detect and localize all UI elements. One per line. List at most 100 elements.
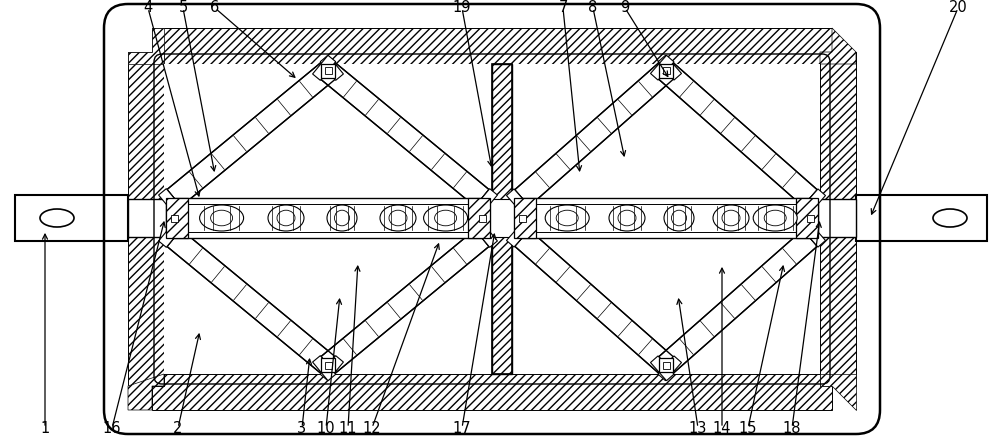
Text: 17: 17 xyxy=(453,420,471,436)
Ellipse shape xyxy=(211,210,233,226)
Polygon shape xyxy=(320,356,343,381)
Polygon shape xyxy=(313,55,336,80)
Text: 12: 12 xyxy=(363,420,381,436)
Ellipse shape xyxy=(424,205,468,231)
Bar xyxy=(518,215,526,221)
Bar xyxy=(662,68,670,75)
Ellipse shape xyxy=(672,210,686,226)
Text: 6: 6 xyxy=(210,0,220,16)
Bar xyxy=(806,215,814,221)
Ellipse shape xyxy=(618,210,636,226)
Text: 16: 16 xyxy=(103,420,121,436)
Polygon shape xyxy=(474,189,497,214)
Ellipse shape xyxy=(753,205,797,231)
Bar xyxy=(492,64,512,374)
Polygon shape xyxy=(128,28,164,64)
Text: 20: 20 xyxy=(949,0,967,16)
Ellipse shape xyxy=(664,205,694,231)
Polygon shape xyxy=(320,55,343,80)
Bar xyxy=(490,199,514,237)
Ellipse shape xyxy=(609,205,645,231)
Polygon shape xyxy=(159,222,182,247)
Polygon shape xyxy=(128,374,164,410)
Ellipse shape xyxy=(277,210,295,226)
Bar xyxy=(856,195,987,241)
Polygon shape xyxy=(152,28,832,64)
Polygon shape xyxy=(820,52,856,386)
Ellipse shape xyxy=(389,210,407,226)
Ellipse shape xyxy=(545,205,589,231)
Bar xyxy=(514,198,536,238)
Text: 11: 11 xyxy=(339,420,357,436)
Bar xyxy=(324,68,332,75)
Text: 10: 10 xyxy=(317,420,335,436)
Ellipse shape xyxy=(764,210,786,226)
Ellipse shape xyxy=(713,205,749,231)
Bar xyxy=(659,358,673,372)
Text: 8: 8 xyxy=(588,0,598,16)
Bar xyxy=(321,358,335,372)
Polygon shape xyxy=(802,189,826,214)
Bar xyxy=(164,64,820,374)
Polygon shape xyxy=(128,52,164,386)
Ellipse shape xyxy=(933,209,967,227)
Polygon shape xyxy=(659,63,817,206)
Ellipse shape xyxy=(435,210,457,226)
Ellipse shape xyxy=(722,210,740,226)
Ellipse shape xyxy=(40,209,74,227)
Polygon shape xyxy=(321,62,489,207)
Text: 7: 7 xyxy=(558,0,568,16)
FancyBboxPatch shape xyxy=(128,28,856,410)
Bar xyxy=(475,211,489,225)
Bar xyxy=(15,195,128,241)
Text: 1: 1 xyxy=(40,420,50,436)
Polygon shape xyxy=(650,356,674,381)
Polygon shape xyxy=(474,222,497,247)
Ellipse shape xyxy=(380,205,416,231)
Polygon shape xyxy=(321,229,489,374)
Bar xyxy=(324,361,332,368)
Bar xyxy=(515,211,529,225)
Bar xyxy=(166,198,188,238)
Text: 2: 2 xyxy=(173,420,183,436)
Polygon shape xyxy=(515,230,673,373)
Bar xyxy=(492,64,512,374)
Polygon shape xyxy=(159,189,182,214)
Bar xyxy=(167,211,181,225)
Bar xyxy=(170,215,178,221)
Text: 4: 4 xyxy=(143,0,153,16)
Bar xyxy=(321,64,335,78)
Bar xyxy=(803,211,817,225)
Polygon shape xyxy=(802,222,826,247)
Ellipse shape xyxy=(556,210,578,226)
Polygon shape xyxy=(658,356,682,381)
Text: 14: 14 xyxy=(713,420,731,436)
Text: 18: 18 xyxy=(783,420,801,436)
Bar xyxy=(815,199,856,237)
Polygon shape xyxy=(506,222,530,247)
Polygon shape xyxy=(658,55,682,80)
Ellipse shape xyxy=(268,205,304,231)
Polygon shape xyxy=(313,356,336,381)
Polygon shape xyxy=(820,28,856,64)
Polygon shape xyxy=(167,229,335,374)
Polygon shape xyxy=(659,230,817,373)
Text: 15: 15 xyxy=(739,420,757,436)
Bar xyxy=(468,198,490,238)
Polygon shape xyxy=(820,374,856,410)
Bar xyxy=(128,199,169,237)
Bar xyxy=(662,361,670,368)
Polygon shape xyxy=(506,189,530,214)
Polygon shape xyxy=(650,55,674,80)
Ellipse shape xyxy=(327,205,357,231)
Polygon shape xyxy=(515,63,673,206)
Bar xyxy=(479,215,486,221)
Ellipse shape xyxy=(200,205,244,231)
Bar xyxy=(659,64,673,78)
Polygon shape xyxy=(167,62,335,207)
Text: 13: 13 xyxy=(689,420,707,436)
Bar xyxy=(796,198,818,238)
Text: 9: 9 xyxy=(620,0,630,16)
Text: 3: 3 xyxy=(297,420,307,436)
Polygon shape xyxy=(152,374,832,410)
